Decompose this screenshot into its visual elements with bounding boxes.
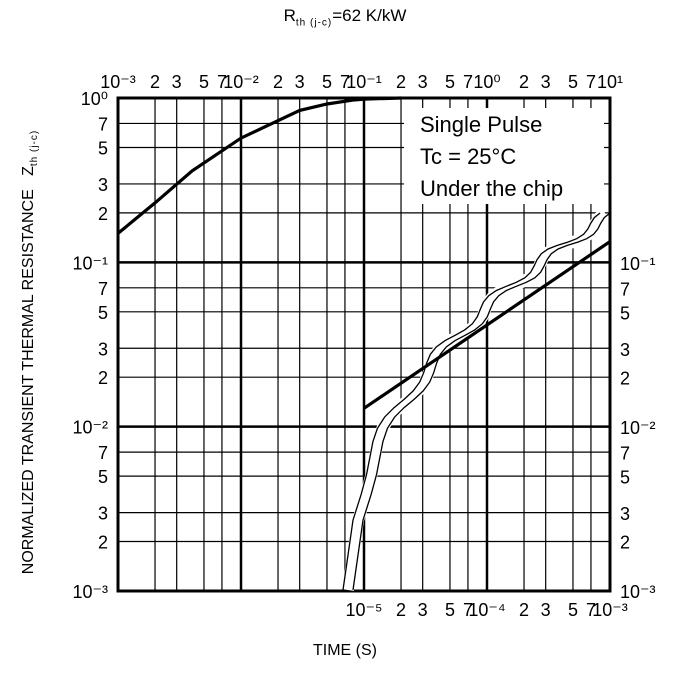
top-tick-label: 2 — [396, 72, 406, 92]
title-value: =62 K/kW — [332, 6, 407, 25]
y-tick-label: 5 — [98, 138, 108, 158]
bottom-tick-label: 5 — [568, 600, 578, 620]
top-tick-label: 10⁻² — [223, 72, 259, 92]
top-tick-label: 7 — [217, 72, 227, 92]
y-tick-label: 7 — [98, 279, 108, 299]
top-tick-label: 3 — [172, 72, 182, 92]
bottom-tick-label: 2 — [396, 600, 406, 620]
axis-break-mask — [342, 208, 609, 591]
x-axis-label: TIME (S) — [313, 642, 377, 659]
y-tick-label: 10⁻³ — [72, 582, 108, 602]
y-tick-label: 7 — [98, 443, 108, 463]
right-tick-label: 3 — [620, 504, 630, 524]
right-tick-label: 7 — [620, 443, 630, 463]
y-tick-label: 2 — [98, 204, 108, 224]
right-tick-label: 5 — [620, 303, 630, 323]
y-tick-label: 5 — [98, 303, 108, 323]
annotation-box — [404, 108, 604, 204]
top-tick-label: 3 — [295, 72, 305, 92]
right-tick-label: 3 — [620, 340, 630, 360]
y-tick-label: 2 — [98, 533, 108, 553]
bottom-tick-label: 3 — [418, 600, 428, 620]
top-tick-label: 2 — [150, 72, 160, 92]
y-tick-label: 3 — [98, 339, 108, 359]
top-tick-label: 2 — [273, 72, 283, 92]
y-tick-label: 3 — [98, 175, 108, 195]
top-tick-label: 10¹ — [597, 72, 623, 92]
right-tick-label: 7 — [620, 279, 630, 299]
y-tick-label: 7 — [98, 114, 108, 134]
series-line-2 — [363, 240, 611, 410]
y-tick-label: 2 — [98, 368, 108, 388]
right-tick-label: 2 — [620, 533, 630, 553]
bottom-tick-label: 2 — [519, 600, 529, 620]
series-line-1 — [116, 96, 402, 235]
y-tick-label: 10⁻² — [72, 418, 108, 438]
y-tick-label: 5 — [98, 467, 108, 487]
y-tick-label: 3 — [98, 504, 108, 524]
chart-title: Rth (j-c)=62 K/kW — [0, 6, 690, 28]
annotation-text: Under the chip — [420, 176, 563, 201]
right-tick-label: 2 — [620, 369, 630, 389]
top-tick-label: 10⁻¹ — [346, 72, 382, 92]
bottom-tick-label: 3 — [541, 600, 551, 620]
bottom-tick-label: 5 — [445, 600, 455, 620]
top-tick-label: 10⁰ — [473, 72, 500, 92]
top-tick-label: 5 — [322, 72, 332, 92]
top-tick-label: 5 — [199, 72, 209, 92]
axis-break-line — [352, 212, 611, 591]
y-tick-label: 10⁻¹ — [72, 253, 108, 273]
top-tick-label: 3 — [418, 72, 428, 92]
bottom-tick-label: 10⁻⁵ — [346, 600, 383, 620]
right-tick-label: 10⁻¹ — [620, 254, 656, 274]
y-tick-label: 10⁰ — [81, 89, 108, 109]
axis-break-line — [342, 212, 601, 591]
top-tick-label: 3 — [541, 72, 551, 92]
bottom-tick-label: 7 — [463, 600, 473, 620]
top-tick-label: 7 — [463, 72, 473, 92]
top-tick-label: 5 — [568, 72, 578, 92]
top-tick-label: 2 — [519, 72, 529, 92]
bottom-tick-label: 10⁻⁴ — [468, 600, 505, 620]
top-tick-label: 7 — [586, 72, 596, 92]
top-tick-label: 10⁻³ — [100, 72, 136, 92]
annotation-text: Single Pulse — [420, 112, 542, 137]
top-tick-label: 7 — [340, 72, 350, 92]
bottom-tick-label: 10⁻³ — [592, 600, 628, 620]
right-tick-label: 10⁻² — [620, 418, 656, 438]
right-tick-label: 10⁻³ — [620, 582, 656, 602]
right-tick-label: 5 — [620, 467, 630, 487]
annotation-text: Tc = 25°C — [420, 144, 516, 169]
title-symbol: R — [283, 6, 296, 25]
top-tick-label: 5 — [445, 72, 455, 92]
bottom-tick-label: 7 — [586, 600, 596, 620]
title-subscript: th (j-c) — [295, 17, 333, 29]
